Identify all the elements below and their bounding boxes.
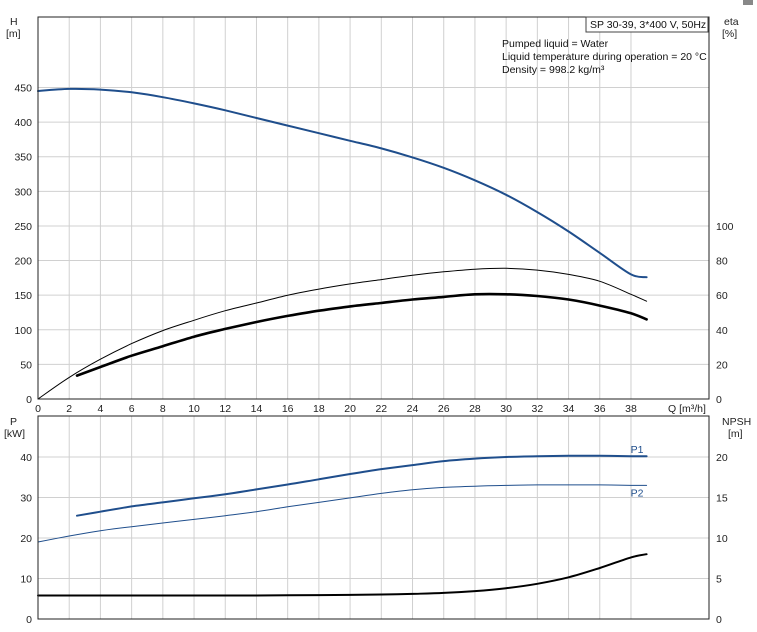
h-tick-label: 150 <box>14 290 32 302</box>
info-line-density: Density = 998.2 kg/m³ <box>502 64 605 76</box>
h-tick-label: 200 <box>14 256 32 268</box>
h-unit-label: [m] <box>6 28 21 40</box>
eta-tick-label: 100 <box>716 221 734 233</box>
h-tick-label: 350 <box>14 152 32 164</box>
top-grid <box>38 17 709 399</box>
eta-tick-label: 60 <box>716 290 728 302</box>
q-tick-label: 38 <box>625 403 637 415</box>
p2-power-curve <box>37 484 648 543</box>
bottom-ticks: 0 10 20 30 40 0 5 10 15 20 <box>20 452 728 626</box>
top-plot-frame <box>37 16 710 400</box>
q-tick-label: 24 <box>407 403 419 415</box>
npsh-tick-label: 5 <box>716 574 722 586</box>
eta-tick-label: 20 <box>716 359 728 371</box>
eta-tick-label: 40 <box>716 325 728 337</box>
q-tick-label: 20 <box>344 403 356 415</box>
q-tick-label: 0 <box>35 403 41 415</box>
npsh-tick-label: 15 <box>716 493 728 505</box>
q-tick-label: 16 <box>282 403 294 415</box>
h-tick-label: 450 <box>14 83 32 95</box>
top-axis-labels: H[m] eta[%] Q [m³/h] <box>6 16 739 415</box>
q-tick-label: 28 <box>469 403 481 415</box>
npsh-tick-label: 10 <box>716 533 728 545</box>
h-tick-label: 50 <box>20 359 32 371</box>
bottom-axis-labels: P[kW] NPSH[m] <box>4 416 751 440</box>
h-axis-label: H <box>10 16 18 28</box>
q-tick-label: 4 <box>97 403 103 415</box>
q-tick-label: 34 <box>563 403 575 415</box>
npsh-tick-label: 20 <box>716 452 728 464</box>
q-tick-label: 18 <box>313 403 325 415</box>
info-title-box <box>585 16 709 33</box>
q-tick-label: 32 <box>532 403 544 415</box>
q-tick-label: 8 <box>160 403 166 415</box>
p-unit-label: [kW] <box>4 428 25 440</box>
h-tick-label: 300 <box>14 186 32 198</box>
npsh-tick-label: 0 <box>716 614 722 626</box>
eta-tick-label: 80 <box>716 256 728 268</box>
q-tick-label: 36 <box>594 403 606 415</box>
p-tick-label: 30 <box>20 493 32 505</box>
top-ticks: 0 50 100 150 200 250 300 350 400 450 0 20 40 60 80 100 0… <box>14 83 733 416</box>
npsh-unit-label: [m] <box>728 428 743 440</box>
resize-icon[interactable] <box>743 0 753 5</box>
info-box: SP 30-39, 3*400 V, 50Hz Pumped liquid = … <box>502 16 709 76</box>
p-tick-label: 0 <box>26 614 32 626</box>
efficiency-curve-thick <box>75 292 648 377</box>
q-tick-label: 22 <box>375 403 387 415</box>
npsh-curve <box>37 553 648 597</box>
info-title: SP 30-39, 3*400 V, 50Hz <box>590 19 706 31</box>
series-label-p2: P2 <box>631 487 644 499</box>
q-tick-label: 2 <box>66 403 72 415</box>
p-tick-label: 20 <box>20 533 32 545</box>
p-axis-label: P <box>10 416 17 428</box>
h-tick-label: 100 <box>14 325 32 337</box>
head-efficiency-panel: 0 50 100 150 200 250 300 350 400 450 0 20 40 60 80 100 0… <box>6 16 739 415</box>
power-npsh-panel: P1 P2 0 10 20 30 40 0 5 10 15 20 P[kW] NPSH[m] <box>4 415 751 626</box>
npsh-axis-label: NPSH <box>722 416 751 428</box>
q-tick-label: 26 <box>438 403 450 415</box>
q-tick-label: 14 <box>251 403 263 415</box>
q-tick-label: 12 <box>219 403 231 415</box>
efficiency-curve-thin <box>37 267 648 400</box>
q-axis-label: Q [m³/h] <box>668 403 706 415</box>
eta-axis-label: eta <box>724 16 739 28</box>
info-line-liquid: Pumped liquid = Water <box>502 38 609 50</box>
p-tick-label: 10 <box>20 574 32 586</box>
q-tick-label: 10 <box>188 403 200 415</box>
q-tick-label: 30 <box>500 403 512 415</box>
q-tick-label: 6 <box>129 403 135 415</box>
info-line-temperature: Liquid temperature during operation = 20… <box>502 51 707 63</box>
bottom-grid <box>38 416 709 619</box>
eta-tick-label: 0 <box>716 394 722 406</box>
h-tick-label: 400 <box>14 117 32 129</box>
h-tick-label: 250 <box>14 221 32 233</box>
bottom-plot-frame <box>37 415 710 620</box>
series-label-p1: P1 <box>631 444 644 456</box>
eta-unit-label: [%] <box>722 28 737 40</box>
p1-power-curve <box>76 454 648 517</box>
h-tick-label: 0 <box>26 394 32 406</box>
head-curve <box>37 87 648 279</box>
top-series <box>37 87 648 400</box>
p-tick-label: 40 <box>20 452 32 464</box>
bottom-series: P1 P2 <box>37 444 648 597</box>
